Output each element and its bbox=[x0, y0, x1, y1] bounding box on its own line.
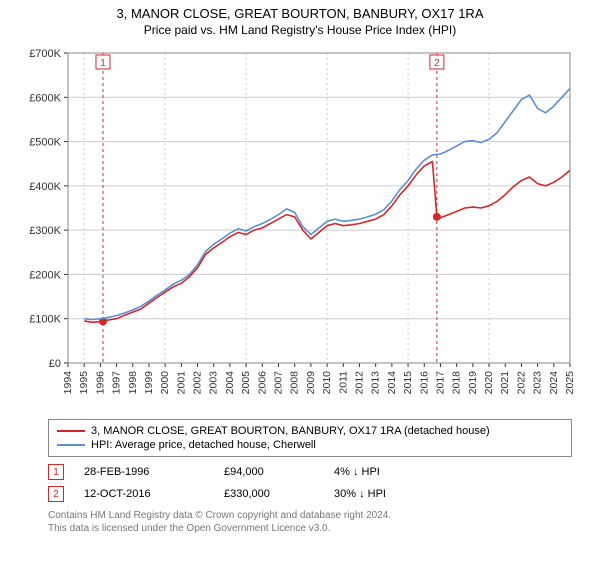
chart-subtitle: Price paid vs. HM Land Registry's House … bbox=[0, 23, 600, 37]
svg-text:2007: 2007 bbox=[273, 371, 285, 395]
svg-text:2012: 2012 bbox=[353, 371, 365, 395]
svg-text:2000: 2000 bbox=[159, 371, 171, 395]
legend: 3, MANOR CLOSE, GREAT BOURTON, BANBURY, … bbox=[48, 419, 572, 457]
svg-text:£0: £0 bbox=[49, 358, 61, 370]
transaction-date: 12-OCT-2016 bbox=[84, 488, 204, 500]
svg-text:2009: 2009 bbox=[305, 371, 317, 395]
transaction-diff: 30% ↓ HPI bbox=[334, 488, 444, 500]
footer-attribution: Contains HM Land Registry data © Crown c… bbox=[48, 509, 572, 535]
chart-title: 3, MANOR CLOSE, GREAT BOURTON, BANBURY, … bbox=[0, 6, 600, 21]
legend-swatch bbox=[57, 430, 85, 432]
transactions-table: 1 28-FEB-1996 £94,000 4% ↓ HPI 2 12-OCT-… bbox=[48, 461, 572, 505]
transaction-date: 28-FEB-1996 bbox=[84, 466, 204, 478]
svg-text:2004: 2004 bbox=[224, 371, 236, 395]
legend-label: HPI: Average price, detached house, Cher… bbox=[91, 439, 316, 451]
table-row: 2 12-OCT-2016 £330,000 30% ↓ HPI bbox=[48, 483, 572, 505]
svg-text:2014: 2014 bbox=[386, 371, 398, 395]
footer-line: This data is licensed under the Open Gov… bbox=[48, 522, 572, 535]
svg-text:1995: 1995 bbox=[78, 371, 90, 395]
svg-text:2021: 2021 bbox=[499, 371, 511, 395]
marker-badge: 2 bbox=[48, 486, 64, 502]
svg-text:2025: 2025 bbox=[564, 371, 576, 395]
legend-item: 3, MANOR CLOSE, GREAT BOURTON, BANBURY, … bbox=[57, 424, 563, 438]
svg-text:2023: 2023 bbox=[532, 371, 544, 395]
svg-text:2016: 2016 bbox=[418, 371, 430, 395]
svg-text:2002: 2002 bbox=[192, 371, 204, 395]
transaction-diff: 4% ↓ HPI bbox=[334, 466, 444, 478]
svg-text:2019: 2019 bbox=[467, 371, 479, 395]
svg-text:2022: 2022 bbox=[515, 371, 527, 395]
table-row: 1 28-FEB-1996 £94,000 4% ↓ HPI bbox=[48, 461, 572, 483]
svg-text:2024: 2024 bbox=[548, 371, 560, 395]
marker-badge: 1 bbox=[48, 464, 64, 480]
svg-text:£600K: £600K bbox=[29, 92, 61, 104]
chart-area: £0 £100K £200K £300K £400K £500K £600K £700K 199… bbox=[20, 43, 580, 413]
legend-swatch bbox=[57, 444, 85, 446]
svg-text:£300K: £300K bbox=[29, 225, 61, 237]
svg-text:1994: 1994 bbox=[62, 371, 74, 395]
svg-text:2015: 2015 bbox=[402, 371, 414, 395]
transaction-price: £94,000 bbox=[224, 466, 314, 478]
svg-text:1999: 1999 bbox=[143, 371, 155, 395]
footer-line: Contains HM Land Registry data © Crown c… bbox=[48, 509, 572, 522]
svg-text:£500K: £500K bbox=[29, 137, 61, 149]
svg-text:2018: 2018 bbox=[451, 371, 463, 395]
svg-text:1996: 1996 bbox=[94, 371, 106, 395]
svg-text:2001: 2001 bbox=[175, 371, 187, 395]
svg-text:£100K: £100K bbox=[29, 314, 61, 326]
svg-text:2003: 2003 bbox=[208, 371, 220, 395]
svg-text:2017: 2017 bbox=[434, 371, 446, 395]
svg-text:2008: 2008 bbox=[289, 371, 301, 395]
svg-text:2011: 2011 bbox=[337, 371, 349, 394]
svg-text:£400K: £400K bbox=[29, 181, 61, 193]
legend-label: 3, MANOR CLOSE, GREAT BOURTON, BANBURY, … bbox=[91, 425, 490, 437]
legend-item: HPI: Average price, detached house, Cher… bbox=[57, 438, 563, 452]
svg-text:2010: 2010 bbox=[321, 371, 333, 395]
svg-text:2013: 2013 bbox=[370, 371, 382, 395]
svg-text:1997: 1997 bbox=[111, 371, 123, 395]
svg-text:2: 2 bbox=[434, 58, 440, 69]
transaction-price: £330,000 bbox=[224, 488, 314, 500]
line-chart: £0 £100K £200K £300K £400K £500K £600K £700K 199… bbox=[20, 43, 580, 413]
svg-text:2006: 2006 bbox=[256, 371, 268, 395]
svg-text:1: 1 bbox=[100, 58, 106, 69]
svg-text:£700K: £700K bbox=[29, 48, 61, 60]
svg-text:2005: 2005 bbox=[240, 371, 252, 395]
svg-text:£200K: £200K bbox=[29, 269, 61, 281]
svg-text:1998: 1998 bbox=[127, 371, 139, 395]
svg-text:2020: 2020 bbox=[483, 371, 495, 395]
